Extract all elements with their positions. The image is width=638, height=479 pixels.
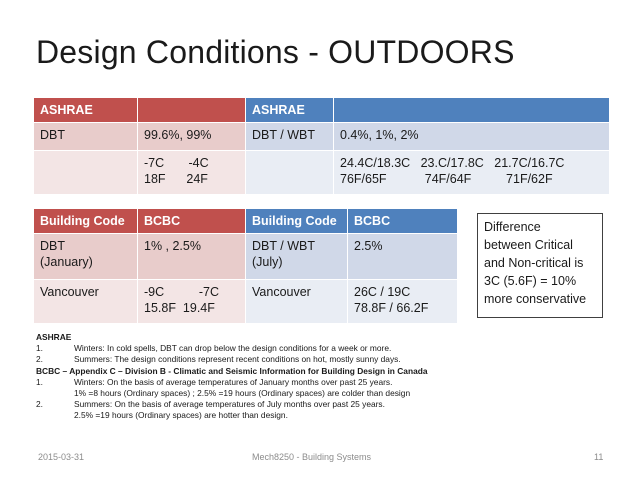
table-cell: 2.5%	[347, 233, 458, 280]
footer-date: 2015-03-31	[38, 452, 85, 462]
note-line: and Non-critical is	[484, 256, 584, 270]
table-cell: -9C -7C 15.8F 19.4F	[137, 279, 246, 324]
table-cell: 24.4C/18.3C 23.C/17.8C 21.7C/16.7C 76F/6…	[333, 150, 610, 195]
item-text: Winters: On the basis of average tempera…	[74, 376, 393, 387]
cell-line: 24.4C/18.3C 23.C/17.8C 21.7C/16.7C	[340, 156, 565, 170]
cell-line: 15.8F 19.4F	[144, 301, 215, 315]
cell-line: -7C -4C	[144, 156, 209, 170]
footer-page-number: 11	[594, 452, 604, 462]
cell-line: 26C / 19C	[354, 285, 411, 299]
list-item: 2. Summers: On the basis of average tempe…	[36, 399, 428, 410]
header-cell: Building Code	[245, 208, 348, 234]
item-number: 2.	[36, 354, 43, 365]
item-text: Winters: In cold spells, DBT can drop be…	[74, 343, 392, 354]
slide-title: Design Conditions - OUTDOORS	[36, 34, 515, 70]
header-cell	[333, 97, 610, 123]
cell-line: 18F 24F	[144, 172, 208, 186]
cell-line: 78.8F / 66.2F	[354, 301, 429, 315]
footnotes: ASHRAE 1. Winters: In cold spells, DBT ca…	[36, 332, 428, 422]
table-row: DBT (January) 1% , 2.5% DBT / WBT (July)…	[33, 233, 458, 280]
ashrae-table: ASHRAE ASHRAE DBT 99.6%, 99% DBT / WBT 0…	[33, 97, 610, 195]
table-cell: Vancouver	[33, 279, 138, 324]
cell-line: DBT	[40, 239, 65, 253]
table-cell: Vancouver	[245, 279, 348, 324]
item-text: Summers: The design conditions represent…	[74, 354, 401, 365]
list-item: 1. Winters: In cold spells, DBT can drop …	[36, 343, 428, 354]
cell-line: 76F/65F 74F/64F 71F/62F	[340, 172, 553, 186]
table-row: DBT 99.6%, 99% DBT / WBT 0.4%, 1%, 2%	[33, 122, 610, 151]
note-line: 3C (5.6F) = 10%	[484, 274, 577, 288]
table-cell	[245, 150, 334, 195]
table-header-row: ASHRAE ASHRAE	[33, 97, 610, 123]
header-cell: ASHRAE	[33, 97, 138, 123]
table-cell	[33, 150, 138, 195]
table-cell: 1% , 2.5%	[137, 233, 246, 280]
difference-note-box: Difference between Critical and Non-crit…	[477, 213, 603, 318]
item-number: 2.	[36, 399, 43, 410]
header-cell: ASHRAE	[245, 97, 334, 123]
table-cell: DBT	[33, 122, 138, 151]
header-cell	[137, 97, 246, 123]
list-item: 1. Winters: On the basis of average tempe…	[36, 377, 428, 388]
table-cell: 26C / 19C 78.8F / 66.2F	[347, 279, 458, 324]
table-cell: 99.6%, 99%	[137, 122, 246, 151]
note-line: between Critical	[484, 238, 573, 252]
table-row: -7C -4C 18F 24F 24.4C/18.3C 23.C/17.8C 2…	[33, 150, 610, 195]
table-cell: DBT (January)	[33, 233, 138, 280]
cell-line: (July)	[252, 255, 283, 269]
footer-course: Mech8250 - Building Systems	[252, 452, 372, 462]
note-line: more conservative	[484, 292, 587, 306]
cell-line: (January)	[40, 255, 93, 269]
table-cell: DBT / WBT (July)	[245, 233, 348, 280]
cell-line: -9C -7C	[144, 285, 220, 299]
note-line: Difference	[484, 220, 541, 234]
header-cell: BCBC	[137, 208, 246, 234]
table-cell: DBT / WBT	[245, 122, 334, 151]
item-subtext: 2.5% =19 hours (Ordinary spaces) are hot…	[74, 410, 288, 421]
item-subtext: 1% =8 hours (Ordinary spaces) ; 2.5% =19…	[74, 388, 411, 399]
bcbc-table: Building Code BCBC Building Code BCBC DB…	[33, 208, 458, 324]
ashrae-heading: ASHRAE	[36, 332, 72, 342]
header-cell: Building Code	[33, 208, 138, 234]
table-row: Vancouver -9C -7C 15.8F 19.4F Vancouver …	[33, 279, 458, 324]
header-cell: BCBC	[347, 208, 458, 234]
cell-line: DBT / WBT	[252, 239, 315, 253]
table-header-row: Building Code BCBC Building Code BCBC	[33, 208, 458, 234]
bcbc-heading: BCBC – Appendix C – Division B - Climati…	[36, 365, 428, 376]
item-number: 1.	[36, 376, 43, 387]
table-cell: -7C -4C 18F 24F	[137, 150, 246, 195]
item-number: 1.	[36, 343, 43, 354]
item-text: Summers: On the basis of average tempera…	[74, 399, 385, 410]
table-cell: 0.4%, 1%, 2%	[333, 122, 610, 151]
list-item: 2. Summers: The design conditions represe…	[36, 354, 428, 365]
